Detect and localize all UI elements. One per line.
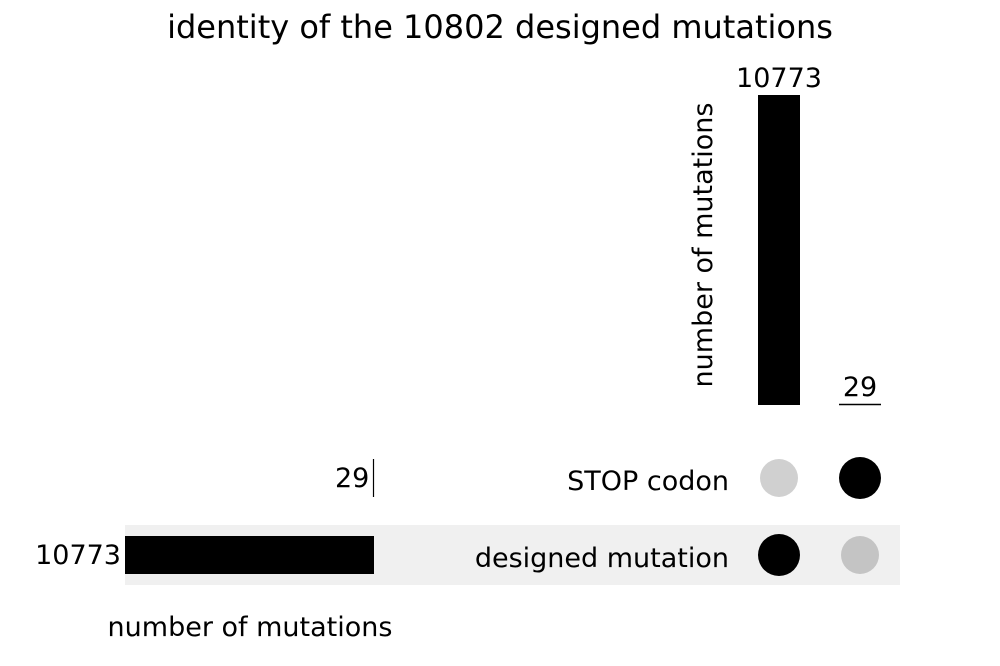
intersection-value-label-1: 29	[843, 372, 877, 403]
set-label-designed-mutation: designed mutation	[475, 543, 729, 574]
matrix-dot-0-0	[760, 459, 798, 497]
intersection-bars: 10773 29	[736, 63, 881, 406]
matrix-dot-0-1	[758, 534, 800, 576]
intersection-bar-0	[758, 95, 800, 405]
set-label-stop-codon: STOP codon	[567, 466, 729, 497]
matrix-dot-1-1	[841, 536, 879, 574]
set-size-bars: 29 10773	[35, 459, 375, 574]
intersection-value-label-0: 10773	[736, 63, 822, 94]
set-size-axis-label: number of mutations	[108, 612, 393, 643]
membership-matrix	[758, 457, 881, 576]
set-size-value-label-0: 29	[335, 463, 369, 494]
set-size-value-label-1: 10773	[35, 540, 121, 571]
chart-title: identity of the 10802 designed mutations	[167, 8, 833, 46]
set-size-bar-1	[125, 536, 374, 574]
intersection-axis-label: number of mutations	[688, 103, 719, 388]
matrix-dot-1-0	[839, 457, 881, 499]
